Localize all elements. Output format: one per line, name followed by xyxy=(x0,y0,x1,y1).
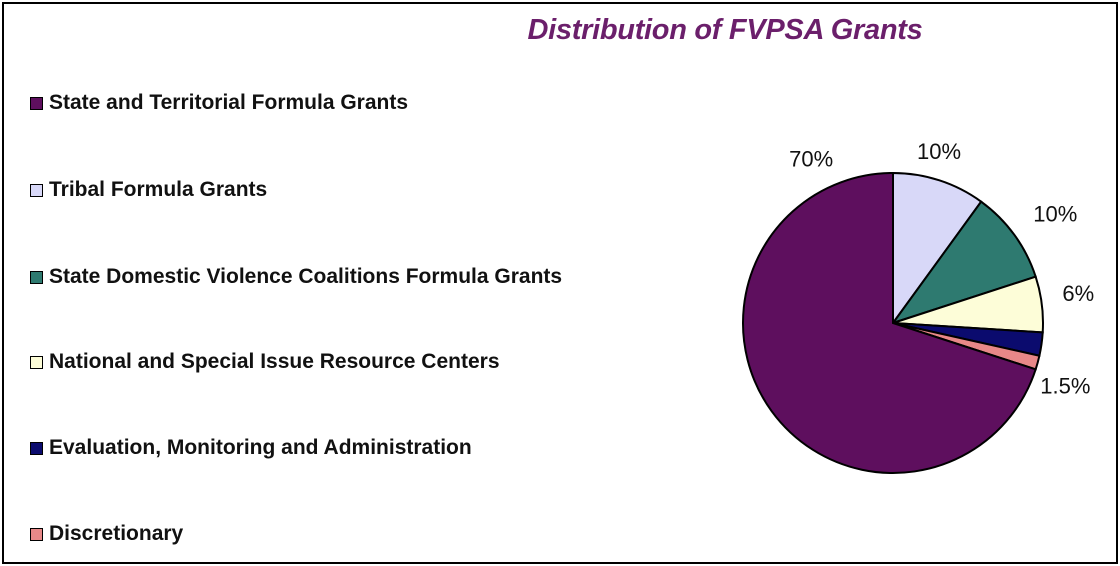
legend-swatch xyxy=(30,527,43,541)
legend-label: National and Special Issue Resource Cent… xyxy=(49,350,500,373)
legend-label: State and Territorial Formula Grants xyxy=(49,91,409,114)
slice-value-label: 1.5% xyxy=(1040,374,1090,399)
legend-label: State Domestic Violence Coalitions Formu… xyxy=(49,265,563,288)
slice-value-label: 10% xyxy=(1033,201,1077,226)
pie-slice xyxy=(742,171,1037,474)
legend-label: Discretionary xyxy=(49,522,184,545)
legend-item: Evaluation, Monitoring and Administratio… xyxy=(30,433,472,463)
legend-label: Tribal Formula Grants xyxy=(49,178,268,201)
legend-item: State and Territorial Formula Grants xyxy=(30,88,408,118)
legend-item: National and Special Issue Resource Cent… xyxy=(30,347,500,377)
pie-slice xyxy=(890,200,1037,325)
legend-swatch xyxy=(30,270,43,284)
legend-swatch xyxy=(30,441,43,455)
chart-legend: State and Territorial Formula Grants Trib… xyxy=(30,0,630,560)
legend-item: State Domestic Violence Coalitions Formu… xyxy=(30,262,562,292)
legend-swatch xyxy=(30,355,43,369)
slice-value-label: 70% xyxy=(789,147,833,172)
legend-swatch xyxy=(30,96,43,110)
slice-value-label: 10% xyxy=(917,139,961,164)
legend-item: Tribal Formula Grants xyxy=(30,175,267,205)
slice-value-label: 6% xyxy=(1062,281,1094,306)
pie-slice xyxy=(892,171,983,327)
legend-label: Evaluation, Monitoring and Administratio… xyxy=(49,436,472,459)
legend-swatch xyxy=(30,183,43,197)
chart-title: Distribution of FVPSA Grants xyxy=(527,14,923,46)
legend-item: Discretionary xyxy=(30,519,183,549)
